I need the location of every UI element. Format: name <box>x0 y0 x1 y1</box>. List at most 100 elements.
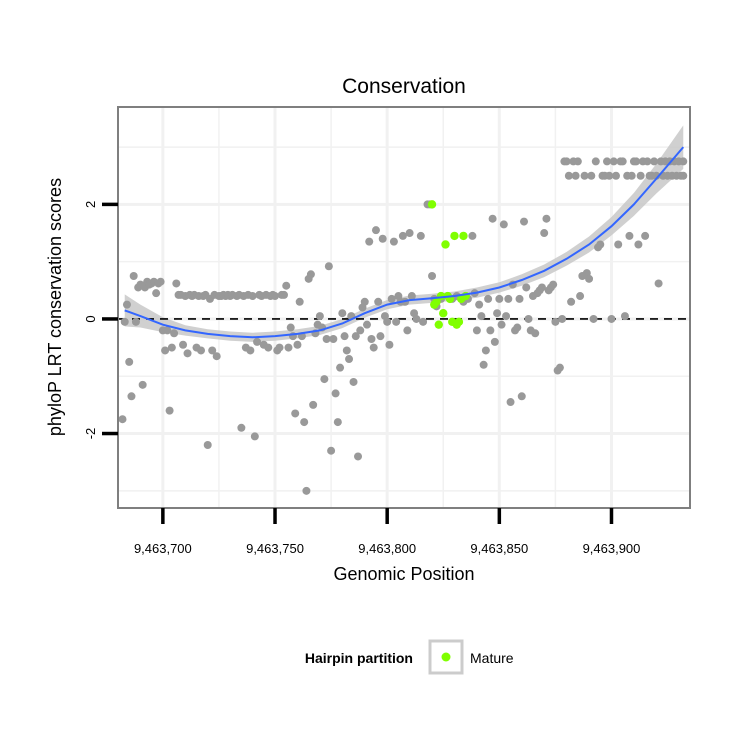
point-other <box>369 343 378 352</box>
point-other <box>161 346 170 355</box>
point-other <box>250 432 259 441</box>
point-other <box>167 343 176 352</box>
point-other <box>524 314 533 323</box>
point-other <box>309 400 318 409</box>
point-other <box>118 415 127 424</box>
point-other <box>517 392 526 401</box>
legend-entry-mature: Mature <box>470 650 514 666</box>
point-other <box>385 340 394 349</box>
point-mature <box>439 309 448 318</box>
point-other <box>354 452 363 461</box>
x-axis-ticks: 9,463,700 9,463,750 9,463,800 9,463,850 9,46… <box>134 508 640 556</box>
point-other <box>183 349 192 358</box>
point-other <box>253 337 262 346</box>
point-other <box>497 320 506 329</box>
point-other <box>129 271 138 280</box>
point-other <box>540 229 549 238</box>
point-other <box>641 231 650 240</box>
point-other <box>504 294 513 303</box>
point-other <box>477 312 486 321</box>
point-other <box>481 346 490 355</box>
point-other <box>351 332 360 341</box>
point-other <box>333 418 342 427</box>
x-tick-label: 9,463,800 <box>358 541 416 556</box>
point-other <box>170 329 179 338</box>
point-other <box>506 398 515 407</box>
point-other <box>571 171 580 180</box>
point-other <box>654 279 663 288</box>
point-other <box>306 270 315 279</box>
point-other <box>291 409 300 418</box>
point-other <box>558 314 567 323</box>
point-other <box>179 340 188 349</box>
smooth-curve <box>124 146 685 339</box>
point-other <box>643 157 652 166</box>
point-mature <box>450 231 459 241</box>
y-tick-label: -2 <box>83 428 98 440</box>
point-mature <box>427 200 437 209</box>
point-other <box>152 289 161 298</box>
point-other <box>212 352 221 361</box>
point-other <box>237 423 246 432</box>
point-other <box>138 380 147 389</box>
point-other <box>327 446 336 455</box>
x-axis-label: Genomic Position <box>333 564 474 584</box>
point-other <box>499 220 508 229</box>
legend-key-mature-dot <box>441 652 451 662</box>
x-tick-label: 9,463,750 <box>246 541 304 556</box>
point-other <box>349 377 358 386</box>
point-other <box>522 283 531 292</box>
point-other <box>387 294 396 303</box>
point-other <box>479 360 488 369</box>
point-other <box>486 326 495 335</box>
point-other <box>275 343 284 352</box>
point-other <box>625 231 634 240</box>
point-other <box>203 440 212 449</box>
point-other <box>468 231 477 240</box>
point-other <box>293 340 302 349</box>
x-tick-label: 9,463,850 <box>470 541 528 556</box>
point-other <box>336 363 345 372</box>
point-other <box>300 418 309 427</box>
point-other <box>472 326 481 335</box>
point-other <box>324 262 333 271</box>
chart-title: Conservation <box>342 75 466 98</box>
point-other <box>356 326 365 335</box>
point-other <box>156 277 165 286</box>
point-other <box>284 343 293 352</box>
point-other <box>495 294 504 303</box>
point-other <box>338 309 347 318</box>
point-other <box>165 406 174 415</box>
point-other <box>484 294 493 303</box>
point-other <box>576 292 585 301</box>
point-other <box>407 292 416 301</box>
point-other <box>609 157 618 166</box>
point-other <box>573 157 582 166</box>
point-other <box>383 317 392 326</box>
point-other <box>196 346 205 355</box>
x-tick-label: 9,463,900 <box>583 541 641 556</box>
smooth-line <box>124 146 685 339</box>
point-mature <box>454 317 464 327</box>
plot-frame <box>117 106 691 509</box>
point-other <box>520 217 529 226</box>
point-other <box>636 171 645 180</box>
point-other <box>271 292 280 301</box>
point-other <box>322 335 331 344</box>
point-other <box>607 314 616 323</box>
x-tick-label: 9,463,700 <box>134 541 192 556</box>
point-other <box>679 171 688 180</box>
point-other <box>320 375 329 384</box>
point-other <box>488 214 497 223</box>
point-other <box>515 294 524 303</box>
point-other <box>405 229 414 238</box>
point-other <box>591 157 600 166</box>
point-other <box>331 389 340 398</box>
legend: Hairpin partition Mature <box>305 639 514 675</box>
point-other <box>551 317 560 326</box>
point-other <box>632 157 641 166</box>
point-other <box>374 297 383 306</box>
point-other <box>603 157 612 166</box>
point-other <box>208 346 217 355</box>
